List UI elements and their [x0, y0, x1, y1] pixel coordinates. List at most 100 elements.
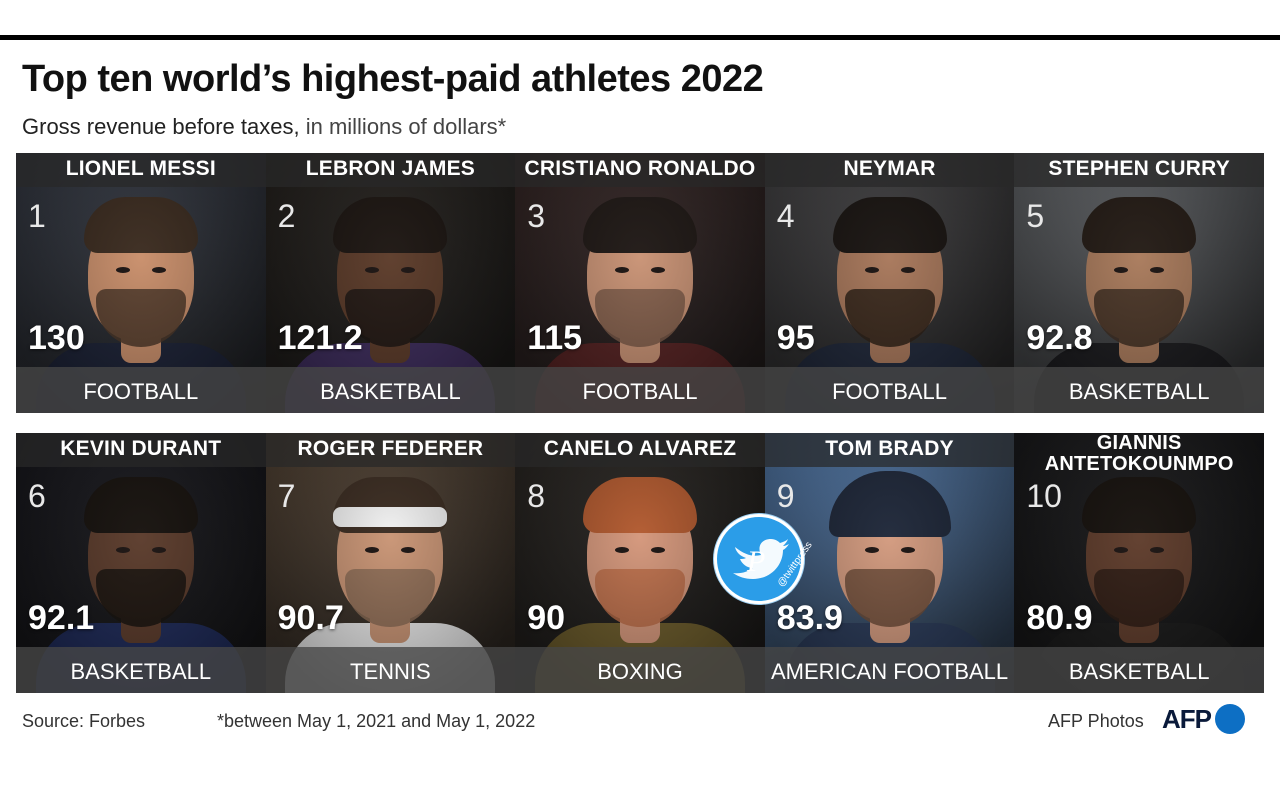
athlete-sport: BASKETBALL: [1068, 379, 1210, 404]
athlete-sport: TENNIS: [350, 659, 431, 684]
athlete-rank: 3: [527, 198, 545, 234]
athlete-name: TOM BRADY: [825, 437, 954, 460]
athlete-rank: 1: [28, 198, 46, 234]
athlete-hair: [83, 197, 198, 253]
athlete-eye: [365, 547, 380, 553]
afp-logo: AFP: [1162, 704, 1245, 734]
athlete-row-2: KEVIN DURANT 6 92.1 BASKETBALL ROGER FED…: [16, 433, 1264, 693]
name-band: [16, 433, 266, 467]
afp-logo-dot: [1215, 704, 1245, 734]
watermark-letter: P: [747, 545, 766, 578]
athlete-rank: 4: [776, 198, 795, 234]
athlete-earnings: 90: [527, 599, 566, 637]
headband: [333, 507, 448, 527]
athlete-earnings: 92.8: [1026, 319, 1093, 357]
twittpress-watermark: P @twittpress: [714, 514, 815, 604]
athlete-hair: [1082, 197, 1197, 253]
athlete-name: LEBRON JAMES: [305, 157, 476, 180]
athlete-earnings: 115: [527, 319, 583, 357]
infographic-subtitle: Gross revenue before taxes, in millions …: [22, 114, 506, 140]
athlete-hair: [582, 197, 697, 253]
photo-credit: AFP Photos: [1048, 711, 1144, 731]
athlete-card: STEPHEN CURRY 5 92.8 BASKETBALL: [1014, 153, 1264, 413]
name-band: [764, 153, 1015, 187]
sport-band: [764, 647, 1015, 693]
athlete-name: ROGER FEDERER: [297, 437, 484, 460]
athlete-hair: [1082, 477, 1197, 533]
footnote-text: *between May 1, 2021 and May 1, 2022: [217, 711, 536, 731]
athlete-card: NEYMAR 4 95 FOOTBALL: [764, 153, 1015, 413]
name-band: [764, 433, 1015, 467]
athlete-eye: [401, 547, 416, 553]
subtitle-unit: in millions of dollars*: [299, 114, 507, 139]
name-band: [515, 153, 765, 187]
athlete-card: CANELO ALVAREZ 8 90 BOXING: [515, 433, 765, 693]
athlete-eye: [1150, 267, 1165, 273]
athlete-name: LIONEL MESSI: [65, 157, 216, 180]
athlete-sport: BASKETBALL: [70, 659, 212, 684]
athlete-eye: [900, 267, 915, 273]
athlete-eye: [864, 267, 879, 273]
athlete-earnings: 95: [776, 319, 815, 357]
athlete-row-1: LIONEL MESSI 1 130 FOOTBALL LEBRON JAMES…: [16, 153, 1264, 413]
athlete-earnings: 83.9: [776, 599, 843, 637]
athlete-grid: LIONEL MESSI 1 130 FOOTBALL LEBRON JAMES…: [16, 153, 1264, 693]
athlete-card: ROGER FEDERER 7 90.7 TENNIS: [265, 433, 516, 693]
sport-band: [515, 647, 765, 693]
athlete-earnings: 80.9: [1026, 599, 1093, 637]
athlete-eye: [115, 267, 130, 273]
athlete-hair: [83, 477, 198, 533]
athlete-rank: 2: [277, 198, 296, 234]
athlete-rank: 9: [776, 478, 795, 514]
athlete-eye: [1114, 267, 1129, 273]
athlete-rank: 10: [1026, 478, 1062, 514]
athlete-rank: 6: [28, 478, 46, 514]
sport-band: [1014, 647, 1264, 693]
athlete-eye: [151, 547, 166, 553]
athlete-name: GIANNIS ANTETOKOUNMPO: [1044, 433, 1234, 475]
sport-band: [1014, 367, 1264, 413]
athlete-earnings: 121.2: [277, 319, 363, 357]
athlete-rank: 5: [1026, 198, 1045, 234]
athlete-eye: [650, 547, 665, 553]
athlete-sport: BASKETBALL: [320, 379, 461, 404]
athlete-card: CRISTIANO RONALDO 3 115 FOOTBALL: [515, 153, 765, 413]
athlete-eye: [401, 267, 416, 273]
athlete-card: LEBRON JAMES 2 121.2 BASKETBALL: [265, 153, 516, 413]
athlete-eye: [151, 267, 166, 273]
source-text: Source: Forbes: [22, 711, 146, 731]
name-band: [16, 153, 266, 187]
sport-band: [265, 367, 516, 413]
athlete-card: LIONEL MESSI 1 130 FOOTBALL: [16, 153, 266, 413]
athlete-eye: [365, 267, 380, 273]
athlete-eye: [614, 547, 629, 553]
sport-band: [16, 367, 266, 413]
athlete-eye: [1114, 547, 1129, 553]
athlete-name: NEYMAR: [843, 157, 936, 180]
athlete-eye: [115, 547, 130, 553]
athlete-rank: 7: [277, 478, 296, 514]
athlete-earnings: 90.7: [277, 599, 344, 637]
athlete-name: KEVIN DURANT: [60, 437, 222, 460]
athlete-hair: [832, 197, 947, 253]
athlete-eye: [1150, 547, 1165, 553]
name-band: [515, 433, 765, 467]
athlete-eye: [614, 267, 629, 273]
athlete-sport: BASKETBALL: [1068, 659, 1210, 684]
athlete-eye: [650, 267, 665, 273]
sport-band: [16, 647, 266, 693]
afp-logo-text: AFP: [1162, 703, 1212, 734]
name-band: [265, 153, 516, 187]
athlete-sport: FOOTBALL: [582, 379, 698, 404]
infographic-title: Top ten world’s highest-paid athletes 20…: [22, 58, 764, 100]
athlete-name: STEPHEN CURRY: [1048, 157, 1230, 180]
athlete-hair: [582, 477, 697, 533]
athlete-rank: 8: [527, 478, 545, 514]
athlete-sport: FOOTBALL: [832, 379, 948, 404]
sport-band: [764, 367, 1015, 413]
athlete-sport: AMERICAN FOOTBALL: [771, 659, 1009, 684]
subtitle-main: Gross revenue before taxes,: [22, 114, 300, 139]
athlete-card: GIANNIS ANTETOKOUNMPO 10 80.9 BASKETBALL: [1014, 433, 1264, 693]
athlete-card: TOM BRADY 9 83.9 AMERICAN FOOTBALL: [764, 433, 1015, 693]
athlete-name: CRISTIANO RONALDO: [524, 157, 756, 180]
